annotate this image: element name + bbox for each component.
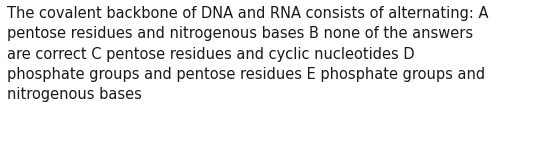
Text: The covalent backbone of DNA and RNA consists of alternating: A
pentose residues: The covalent backbone of DNA and RNA con… [7, 6, 489, 102]
